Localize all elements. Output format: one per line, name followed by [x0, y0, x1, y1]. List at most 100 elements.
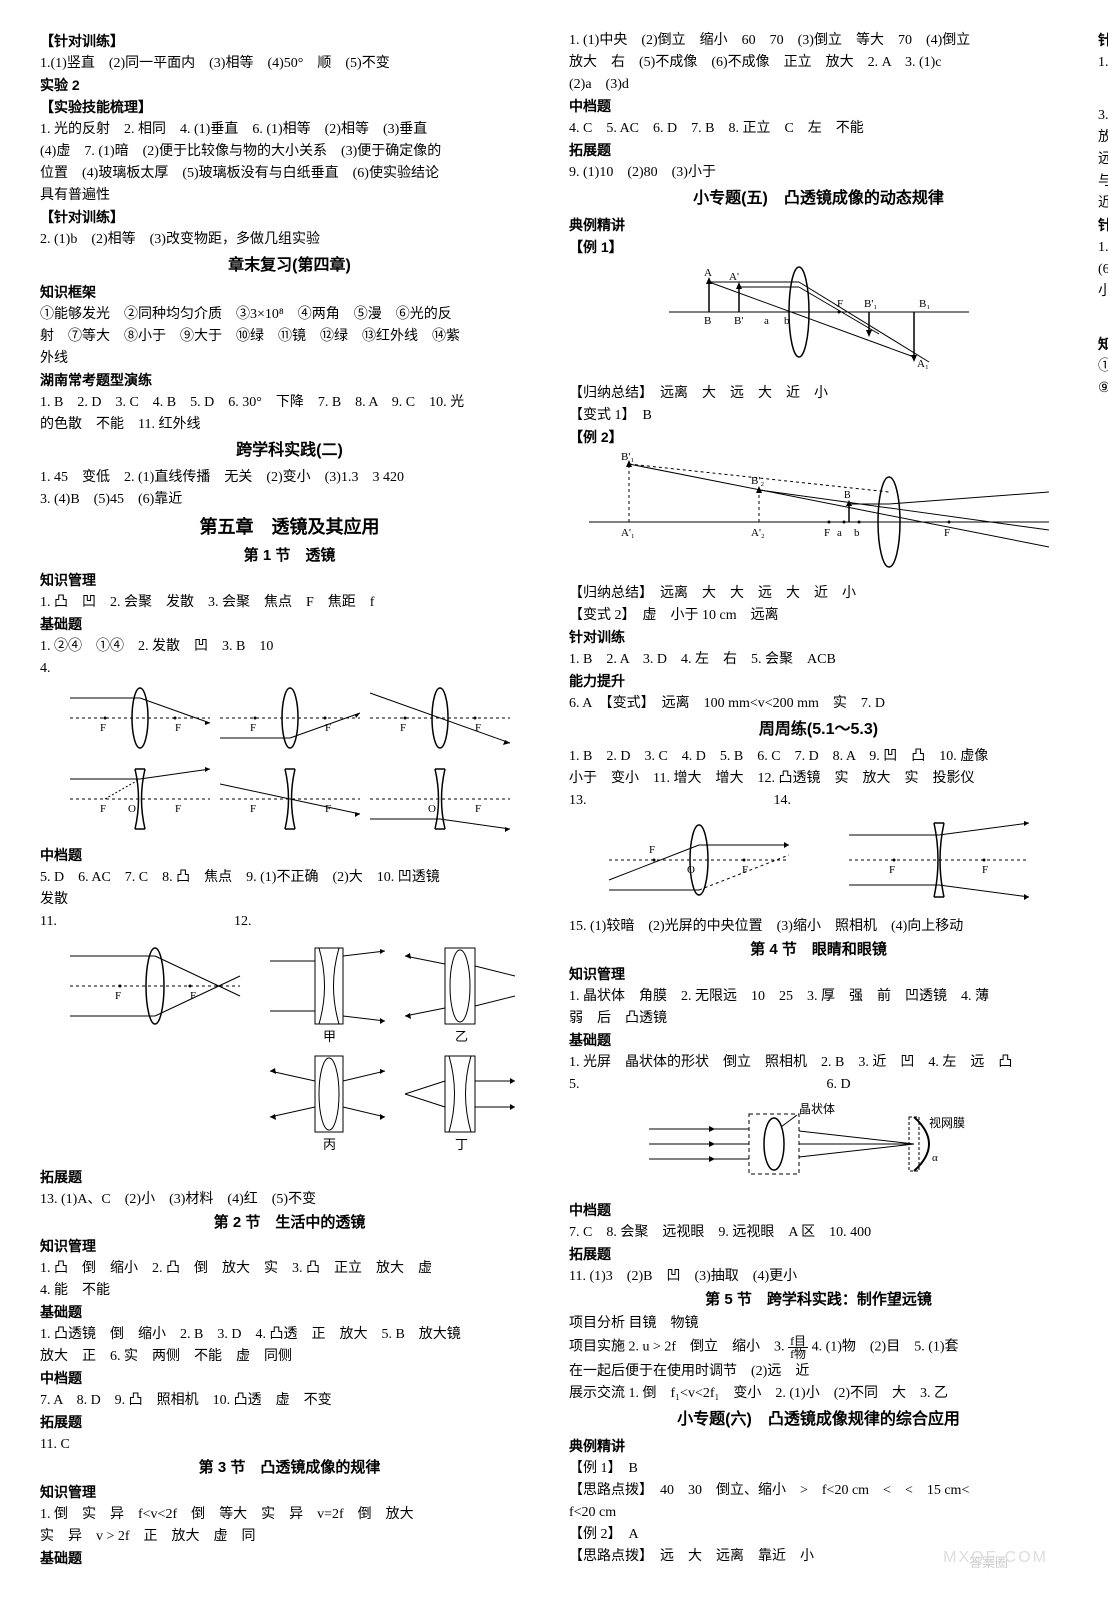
- svg-text:甲: 甲: [323, 1029, 336, 1044]
- text-line: 1. A 2. A 3. CD 4. D: [1098, 52, 1108, 73]
- text-line: 外线: [40, 348, 539, 369]
- text-line: 1. 凸透镜 倒 缩小 2. B 3. D 4. 凸透 正 放大 5. B 放大…: [40, 1324, 539, 1345]
- heading: 【针对训练】: [40, 31, 539, 52]
- text-line: 在一起后便于在使用时调节 (2)远 近: [569, 1361, 1068, 1382]
- text-line: 项目实施 2. u > 2f 倒立 缩小 3. f目f物 4. (1)物 (2)…: [569, 1335, 1068, 1360]
- svg-text:a: a: [764, 315, 769, 327]
- text-line: 11. (1)3 (2)B 凹 (3)抽取 (4)更小: [569, 1266, 1068, 1287]
- text-line: 放大 正 6. 实 两侧 不能 虚 同侧: [40, 1346, 539, 1367]
- svg-text:B'₂: B'₂: [751, 475, 764, 487]
- lens-diagram-row1: FF FF FF: [40, 683, 539, 760]
- text-line: 1. (1)中央 (2)倒立 缩小 60 70 (3)倒立 等大 70 (4)倒…: [569, 30, 1068, 51]
- heading: 中档题: [569, 1200, 1068, 1221]
- zzl-diagram-13-14: FOF FF: [569, 815, 1068, 912]
- text-line: 4. C 5. AC 6. D 7. B 8. 正立 C 左 不能: [569, 118, 1068, 139]
- text-line: 11. 12.: [40, 911, 539, 932]
- heading: 拓展题: [569, 140, 1068, 161]
- svg-text:α: α: [932, 1152, 938, 1164]
- heading: 中档题: [569, 96, 1068, 117]
- svg-text:F: F: [475, 803, 481, 815]
- section-title: 第 2 节 生活中的透镜: [40, 1212, 539, 1235]
- text-line: 实 异 v > 2f 正 放大 虚 同: [40, 1526, 539, 1547]
- text-line: ①会聚 ②发散 ③物体 ④像 ⑤缩小 ⑥较大 ⑦放大 ⑧f: [1098, 356, 1108, 377]
- text-line: 位置 (4)玻璃板太厚 (5)玻璃板没有与白纸垂直 (6)使实验结论: [40, 163, 539, 184]
- heading: 针对训练: [1098, 30, 1108, 51]
- svg-text:丁: 丁: [455, 1137, 468, 1152]
- text-line: (6)向上 向上 向下 (7)靠近 2. (1)70 10 正立 倒立 缩: [1098, 259, 1108, 280]
- text-line: 13. (1)A、C (2)小 (3)材料 (4)红 (5)不变: [40, 1189, 539, 1210]
- text-line: 1. (1)10.0 (2)同一高度 (3)缩小 照相机 (4)可逆 (5)近视…: [1098, 237, 1108, 258]
- heading: 基础题: [569, 1030, 1068, 1051]
- text-line: 1. B 2. A 3. D 4. 左 右 5. 会聚 ACB: [569, 649, 1068, 670]
- text-line: 4. 能 不能: [40, 1280, 539, 1301]
- text-line: 1. 凸 凹 2. 会聚 发散 3. 会聚 焦点 F 焦距 f: [40, 592, 539, 613]
- q-number: 14.: [774, 793, 792, 808]
- heading: 拓展题: [569, 1244, 1068, 1265]
- text-line: 13. 14.: [569, 790, 1068, 811]
- text-line: 3. (1)相同 5. (1)①倒立 缩小 照相机 ②倒立 等大 ③倒立: [1098, 105, 1108, 126]
- section-title: 周周练(5.1～5.3): [569, 718, 1068, 742]
- heading: 典例精讲: [569, 1436, 1068, 1457]
- text-line: 小于 变小 11. 增大 增大 12. 凸透镜 实 放大 实 投影仪: [569, 768, 1068, 789]
- section-title: 第 5 节 跨学科实践：制作望远镜: [569, 1289, 1068, 1312]
- svg-text:B'₁: B'₁: [864, 298, 877, 310]
- text-line: 【例 2】 A: [569, 1524, 1068, 1545]
- text-line: ⑨2f ⑩倒立、缩小 ⑪倒立、放大 ⑫正立、放大 ⑬正立 ⑭不变: [1098, 378, 1108, 399]
- svg-text:B'₁: B'₁: [621, 452, 634, 463]
- svg-text:A'₂: A'₂: [751, 527, 765, 539]
- fraction: f目f物: [788, 1335, 808, 1360]
- text-line: 2. (1)b (2)相等 (3)改变物距，多做几组实验: [40, 229, 539, 250]
- heading: 针对训练: [569, 627, 1068, 648]
- svg-text:F: F: [190, 990, 196, 1002]
- text-line: 1. 45 变低 2. (1)直线传播 无关 (2)变小 (3)1.3 3 42…: [40, 467, 539, 488]
- text-line: 小 (3)C: [1098, 281, 1108, 302]
- text-line: 11. C: [40, 1434, 539, 1455]
- example1-diagram: AA' BB' F ab B'₁B₁ A₁: [569, 262, 1068, 379]
- svg-text:A'₁: A'₁: [621, 527, 635, 539]
- text-line: 项目分析 目镜 物镜: [569, 1313, 1068, 1334]
- svg-text:B: B: [844, 490, 851, 501]
- heading: 知识管理: [40, 570, 539, 591]
- text-line: 远离 大 小 ③同侧 正立 靠近 小 大 6. (1)不能观察像: [1098, 149, 1108, 170]
- section-title: 第 1 节 透镜: [40, 545, 539, 568]
- section-title: 章末复习(第五章): [1098, 306, 1108, 330]
- q-number: 13.: [569, 793, 587, 808]
- svg-text:A₁: A₁: [917, 358, 929, 370]
- text-line: 15. (1)较暗 (2)光屏的中央位置 (3)缩小 照相机 (4)向上移动: [569, 916, 1068, 937]
- heading: 知识管理: [569, 964, 1068, 985]
- text-line: 1. 晶状体 角膜 2. 无限远 10 25 3. 厚 强 前 凹透镜 4. 薄: [569, 986, 1068, 1007]
- svg-text:O: O: [879, 571, 887, 572]
- svg-text:F: F: [742, 864, 748, 876]
- text-line: 1. 倒 实 异 f<v<2f 倒 等大 实 异 v=2f 倒 放大: [40, 1504, 539, 1525]
- text-line: 与物的左右关系 (2)①同一 ③焦点 ④虚 (3)①强 小 小 靠: [1098, 171, 1108, 192]
- text-line: 1. ②④ ①④ 2. 发散 凹 3. B 10: [40, 636, 539, 657]
- heading: 【针对训练】: [40, 207, 539, 228]
- lens-diagram-row2: FOF FF OF: [40, 764, 539, 841]
- section-title: 小专题(五) 凸透镜成像的动态规律: [569, 187, 1068, 211]
- svg-text:F: F: [889, 864, 895, 876]
- text-line: 近 (2)消 大 大 远离: [1098, 193, 1108, 214]
- text-line: 发散: [40, 889, 539, 910]
- section-title: 章末复习(第四章): [40, 254, 539, 278]
- heading: 针对训练: [1098, 215, 1108, 236]
- heading: 基础题: [40, 1548, 539, 1569]
- text-line: 6. A 【变式】 远离 100 mm<v<200 mm 实 7. D: [569, 693, 1068, 714]
- text-line: 7. C 8. 会聚 远视眼 9. 远视眼 A 区 10. 400: [569, 1222, 1068, 1243]
- text-line: 弱 后 凸透镜: [569, 1008, 1068, 1029]
- text-line: 【变式 1】 B: [569, 405, 1068, 426]
- text-line: 5. D 6. AC 7. C 8. 凸 焦点 9. (1)不正确 (2)大 1…: [40, 867, 539, 888]
- svg-text:F: F: [100, 722, 106, 734]
- svg-text:F: F: [175, 803, 181, 815]
- text-line: 9. (1)10 (2)80 (3)小于: [569, 162, 1068, 183]
- heading: 中档题: [40, 845, 539, 866]
- q-number: 11.: [40, 914, 57, 929]
- text-line: 【归纳总结】 远离 大 大 远 大 近 小: [569, 583, 1068, 604]
- svg-text:O: O: [128, 803, 136, 815]
- eye-diagram: 晶状体 视网膜 α: [569, 1099, 1068, 1196]
- svg-text:F: F: [250, 722, 256, 734]
- heading: 【例 2】: [569, 427, 1068, 448]
- text-line: 5. 6. D: [569, 1074, 1068, 1095]
- svg-text:F: F: [325, 803, 331, 815]
- svg-text:丙: 丙: [323, 1137, 336, 1152]
- heading: 拓展题: [40, 1412, 539, 1433]
